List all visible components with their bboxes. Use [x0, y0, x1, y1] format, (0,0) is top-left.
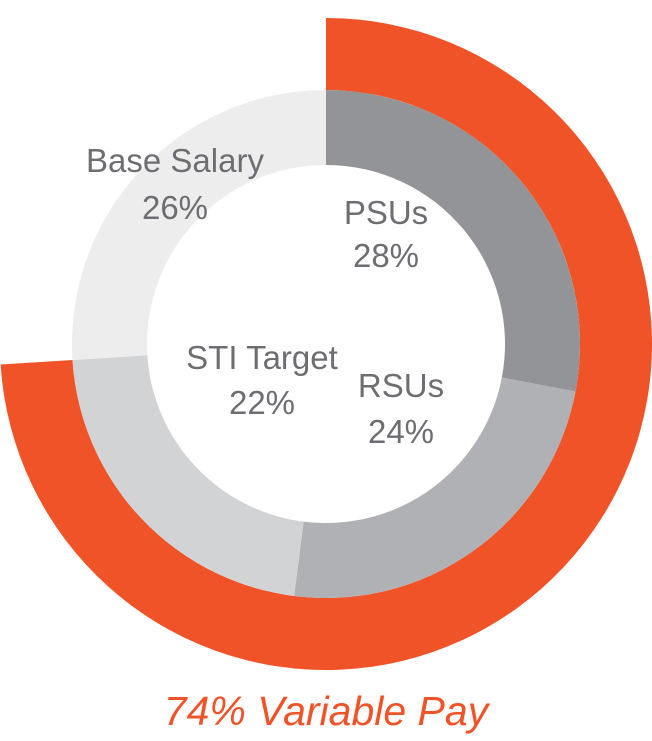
variable-pay-caption: 74% Variable Pay	[164, 688, 491, 734]
slice-psus	[326, 90, 580, 392]
label-sti-target-name: STI Target	[186, 339, 338, 376]
slice-rsus	[294, 377, 576, 598]
label-base-salary-name: Base Salary	[86, 142, 264, 179]
label-rsus-value: 24%	[368, 413, 434, 450]
label-psus-name: PSUs	[344, 194, 428, 231]
label-rsus-name: RSUs	[358, 367, 444, 404]
label-psus-value: 28%	[353, 237, 419, 274]
inner-ring-layer	[72, 90, 580, 598]
label-layer: Base Salary 26% PSUs 28% STI Target 22% …	[86, 142, 444, 450]
slice-base-salary	[72, 90, 326, 360]
label-sti-target-value: 22%	[229, 384, 295, 421]
slice-sti-target	[72, 355, 304, 596]
label-base-salary-value: 26%	[142, 189, 208, 226]
